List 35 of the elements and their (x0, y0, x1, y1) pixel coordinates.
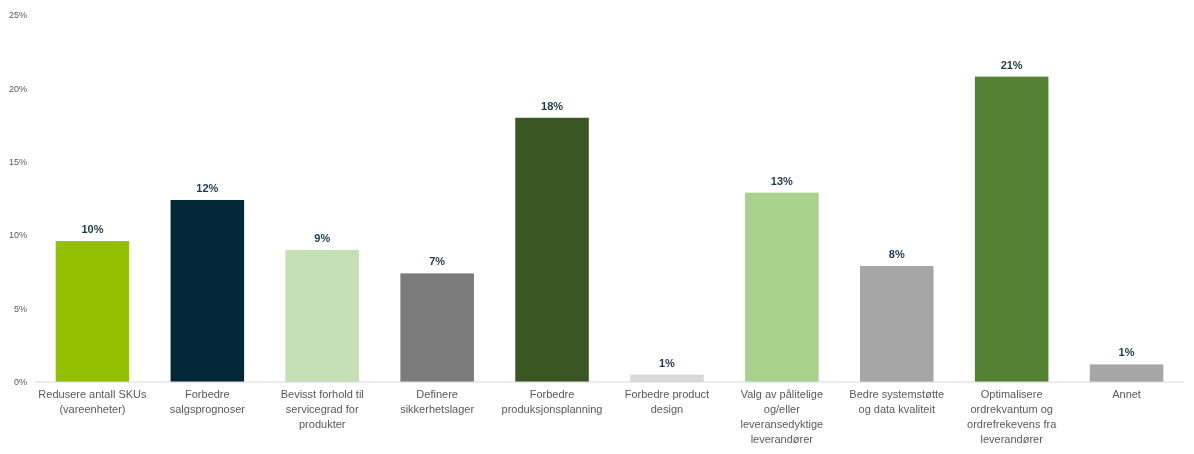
bar (170, 199, 245, 382)
data-label: 10% (81, 223, 104, 236)
x-tick-label: Bevisst forhold til servicegrad for produkter (280, 388, 364, 430)
bar (400, 273, 474, 382)
y-tick-label: 5% (13, 303, 27, 314)
x-tick-label: Forbedre produksjonsplanning (501, 388, 603, 415)
data-label: 7% (429, 255, 446, 268)
y-tick-label: 15% (8, 156, 27, 167)
data-label: 1% (659, 356, 676, 369)
x-tick-label: Bedre systemstøtte og data kvaliteit (849, 388, 945, 415)
data-label: 1% (1118, 346, 1135, 359)
y-tick-label: 25% (8, 10, 27, 21)
bar (1089, 364, 1164, 382)
bar (974, 76, 1049, 382)
bar (285, 249, 360, 382)
bar (515, 117, 589, 382)
data-label: 8% (888, 248, 905, 261)
x-tick-label: Definere sikkerhetslager (400, 388, 475, 415)
x-tick-label: Valg av pålitelige og/eller leveransedyktige leverandører (740, 388, 824, 445)
y-tick-label: 20% (8, 83, 27, 94)
data-label: 21% (1000, 58, 1023, 71)
y-tick-label: 10% (8, 230, 27, 241)
bar (859, 266, 934, 382)
x-tick-label: Redusere antall SKUs (vareenheter) (38, 388, 148, 415)
y-tick-label: 0% (13, 377, 27, 388)
x-tick-label: Forbedre product design (624, 388, 710, 415)
bar (745, 192, 819, 382)
data-label: 9% (314, 231, 331, 244)
data-label: 12% (196, 181, 219, 194)
data-label: 18% (541, 99, 564, 112)
x-tick-label: Forbedre salgsprognoser (169, 388, 246, 415)
x-tick-label: Optimalisere ordrekvantum og ordrefrekevens fra leverandører (967, 388, 1058, 445)
data-label: 13% (770, 174, 794, 187)
bar (55, 241, 130, 382)
x-tick-label: Annet (1112, 388, 1141, 400)
